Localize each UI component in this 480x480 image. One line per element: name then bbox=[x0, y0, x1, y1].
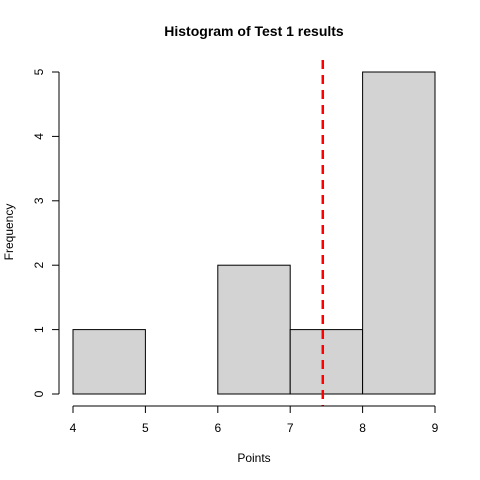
x-tick-label-8: 8 bbox=[359, 421, 366, 435]
y-tick-label-3: 3 bbox=[32, 197, 46, 204]
x-axis-label: Points bbox=[237, 451, 270, 465]
histogram-bar-7-8 bbox=[289, 329, 364, 395]
x-tick-label-7: 7 bbox=[287, 421, 294, 435]
x-tick-label-9: 9 bbox=[432, 421, 439, 435]
y-tick-label-5: 5 bbox=[32, 68, 46, 75]
bars-group bbox=[72, 71, 436, 395]
x-tick-label-5: 5 bbox=[142, 421, 149, 435]
y-axis: 0 1 2 3 4 5 bbox=[32, 68, 60, 397]
y-tick-label-4: 4 bbox=[32, 133, 46, 140]
y-tick-label-2: 2 bbox=[32, 262, 46, 269]
x-tick-label-4: 4 bbox=[70, 421, 77, 435]
histogram-bar-8-9 bbox=[362, 71, 436, 395]
x-tick-label-6: 6 bbox=[214, 421, 221, 435]
y-tick-label-1: 1 bbox=[32, 326, 46, 333]
x-axis: 4 5 6 7 8 9 bbox=[70, 405, 439, 435]
y-axis-label: Frequency bbox=[2, 204, 16, 261]
y-tick-label-0: 0 bbox=[32, 390, 46, 397]
histogram-bar-6-7 bbox=[217, 264, 291, 395]
chart-title: Histogram of Test 1 results bbox=[164, 23, 344, 39]
histogram-bar-4-5 bbox=[72, 329, 146, 395]
